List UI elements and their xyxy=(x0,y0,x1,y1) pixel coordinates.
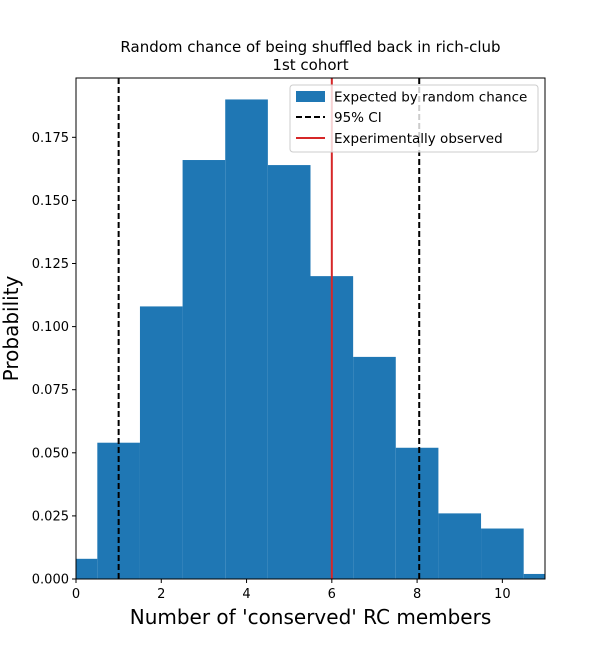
histogram-bars xyxy=(76,99,545,579)
x-tick-label: 10 xyxy=(494,587,511,602)
x-tick-label: 0 xyxy=(72,587,80,602)
histogram-bar xyxy=(225,99,268,579)
x-axis-label: Number of 'conserved' RC members xyxy=(130,605,492,629)
chart-title: Random chance of being shuffled back in … xyxy=(120,38,500,56)
y-tick-label: 0.100 xyxy=(32,320,69,335)
histogram-bar xyxy=(395,447,439,579)
x-tick-label: 2 xyxy=(157,587,165,602)
chart-subtitle: 1st cohort xyxy=(272,56,348,74)
legend-label-ci: 95% CI xyxy=(334,110,382,126)
legend: Expected by random chance 95% CI Experim… xyxy=(289,84,539,153)
y-tick-label: 0.025 xyxy=(32,509,69,524)
histogram-bar xyxy=(267,165,311,579)
x-tick-label: 4 xyxy=(242,587,250,602)
histogram-bar xyxy=(523,573,545,579)
y-tick-label: 0.050 xyxy=(32,446,69,461)
legend-label-observed: Experimentally observed xyxy=(334,131,503,147)
y-tick-label: 0.125 xyxy=(32,257,69,272)
y-tick-label: 0.000 xyxy=(32,573,69,588)
x-axis-ticks: 0 2 4 6 8 10 xyxy=(72,579,511,602)
legend-patch-expected xyxy=(296,91,325,102)
y-tick-label: 0.075 xyxy=(32,383,69,398)
histogram-bar xyxy=(182,160,226,579)
plot-frame xyxy=(75,77,546,580)
histogram-bar xyxy=(139,306,183,579)
x-tick-label: 8 xyxy=(413,587,421,602)
reference-lines xyxy=(117,78,421,579)
x-tick-label: 6 xyxy=(328,587,336,602)
histogram-bar xyxy=(481,528,524,579)
legend-frame xyxy=(289,84,539,153)
histogram-bar xyxy=(76,558,98,579)
histogram-bar xyxy=(438,513,482,579)
histogram-bar xyxy=(353,356,396,579)
y-tick-label: 0.150 xyxy=(32,194,69,209)
y-axis-label: Probability xyxy=(0,275,23,381)
y-axis-ticks: 0.000 0.025 0.050 0.075 0.100 0.125 0.150 0.175 xyxy=(32,131,76,588)
legend-label-expected: Expected by random chance xyxy=(334,90,527,106)
y-tick-label: 0.175 xyxy=(32,131,69,146)
